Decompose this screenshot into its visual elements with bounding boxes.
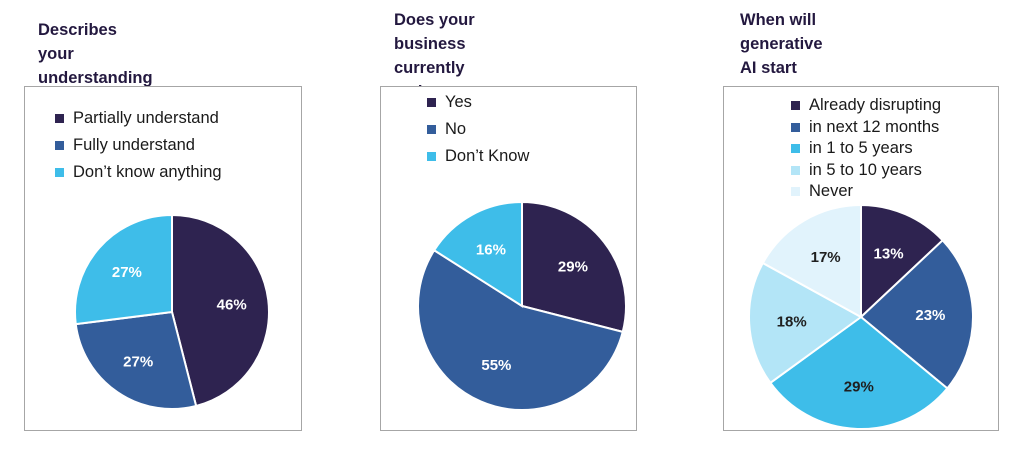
chart-frame: Already disrupting in next 12 months in 1 … (723, 86, 999, 431)
legend-swatch (427, 152, 436, 161)
legend-item: Fully understand (55, 132, 222, 159)
pie-slice (74, 310, 198, 410)
slice-value-label: 23% (915, 307, 945, 324)
legend-item: No (427, 116, 529, 143)
pie-slice (860, 203, 945, 320)
pie-chart: 29% 55% 16% (417, 200, 627, 411)
chart-legend: Already disrupting in next 12 months in 1 … (791, 95, 941, 203)
legend-label: Partially understand (73, 109, 219, 127)
legend-swatch (791, 101, 800, 111)
legend-swatch (791, 165, 800, 175)
legend-item: in 1 to 5 years (791, 138, 941, 160)
pie-slice (417, 248, 624, 411)
pie-slice (521, 200, 627, 334)
legend-label: in next 12 months (809, 117, 940, 136)
slice-value-label: 29% (558, 258, 588, 275)
legend-swatch (55, 141, 64, 150)
slice-value-label: 17% (811, 249, 841, 266)
pie-slice (859, 238, 974, 390)
legend-label: Already disrupting (809, 96, 942, 115)
chart-legend: Yes No Don’t Know (427, 89, 529, 170)
legend-label: in 1 to 5 years (809, 139, 913, 158)
slice-value-label: 27% (123, 354, 153, 371)
slice-value-label: 18% (777, 313, 807, 330)
legend-swatch (55, 114, 64, 123)
chart-frame: Partially understand Fully understand Don’… (24, 86, 302, 431)
slice-value-label: 27% (112, 264, 142, 281)
pie-chart: 46% 27% 27% (74, 213, 271, 410)
slice-value-label: 55% (481, 357, 511, 374)
legend-swatch (427, 98, 436, 107)
legend-swatch (791, 122, 800, 132)
legend-label: Don’t Know (445, 147, 530, 165)
slice-value-label: 16% (476, 241, 506, 258)
legend-label: No (445, 120, 467, 138)
legend-swatch (791, 187, 800, 197)
pie-slice (761, 203, 862, 319)
pie-slice (748, 261, 863, 385)
pie-slice (74, 213, 173, 326)
legend-item: in next 12 months (791, 117, 941, 139)
legend-item: Don’t know anything (55, 159, 222, 186)
slice-value-label: 46% (217, 296, 247, 313)
legend-item: Never (791, 181, 941, 203)
legend-item: Already disrupting (791, 95, 941, 117)
legend-swatch (427, 125, 436, 134)
pie-chart: 13% 23% 29% 18% 17% (748, 203, 974, 430)
legend-swatch (55, 168, 64, 177)
pie-slice (768, 315, 949, 430)
chart-legend: Partially understand Fully understand Don’… (55, 105, 222, 186)
legend-item: Don’t Know (427, 143, 529, 170)
legend-item: in 5 to 10 years (791, 160, 941, 182)
legend-label: Yes (445, 93, 472, 111)
pie-slice (171, 213, 271, 408)
slice-value-label: 13% (874, 245, 904, 262)
legend-label: Don’t know anything (73, 163, 222, 181)
pie-slice (432, 200, 523, 308)
legend-swatch (791, 144, 800, 154)
legend-label: Fully understand (73, 136, 195, 154)
legend-label: in 5 to 10 years (809, 160, 922, 179)
legend-item: Partially understand (55, 105, 222, 132)
legend-label: Never (809, 182, 854, 201)
slice-value-label: 29% (844, 378, 874, 395)
legend-item: Yes (427, 89, 529, 116)
chart-frame: Yes No Don’t Know 29% 55% 16% (380, 86, 637, 431)
